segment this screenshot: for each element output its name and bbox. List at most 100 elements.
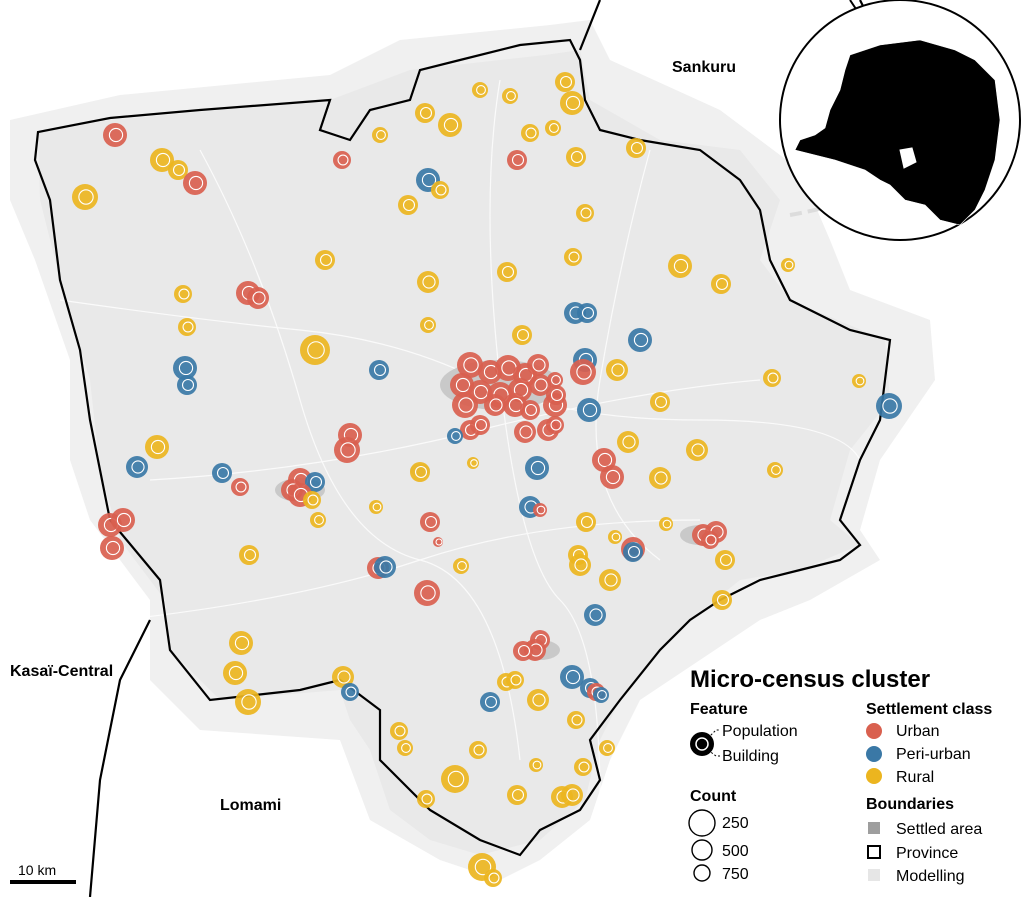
cluster-building-73 xyxy=(524,403,538,417)
cluster-population-34 xyxy=(177,375,197,395)
cluster-population-39 xyxy=(668,254,692,278)
cluster-population-125 xyxy=(341,683,359,701)
cluster-building-27 xyxy=(252,291,266,305)
cluster-population-119 xyxy=(453,558,469,574)
cluster-building-13 xyxy=(476,85,486,95)
cluster-building-87 xyxy=(530,460,546,476)
cluster-building-75 xyxy=(550,388,564,402)
cluster-population-25 xyxy=(315,250,335,270)
cluster-building-31 xyxy=(424,320,434,330)
cluster-population-29 xyxy=(178,318,196,336)
cluster-population-11 xyxy=(415,103,435,123)
cluster-building-136 xyxy=(532,693,546,707)
cluster-building-8 xyxy=(402,198,416,212)
cluster-building-106 xyxy=(627,545,641,559)
cluster-population-93 xyxy=(310,512,326,528)
cluster-population-138 xyxy=(390,722,408,740)
cluster-building-6 xyxy=(421,172,437,188)
cluster-population-33 xyxy=(173,356,197,380)
legend-feature-heading: Feature xyxy=(690,701,748,718)
cluster-building-43 xyxy=(581,306,595,320)
cluster-building-69 xyxy=(534,378,548,392)
cluster-building-11 xyxy=(419,106,433,120)
cluster-building-109 xyxy=(574,558,588,572)
cluster-population-57 xyxy=(876,393,902,419)
cluster-population-111 xyxy=(712,590,732,610)
cluster-building-12 xyxy=(376,130,386,140)
cluster-population-0 xyxy=(103,123,127,147)
cluster-population-48 xyxy=(650,392,670,412)
cluster-population-75 xyxy=(546,385,566,405)
cluster-building-116 xyxy=(243,548,257,562)
cluster-building-60 xyxy=(463,357,479,373)
cluster-population-3 xyxy=(183,171,207,195)
cluster-building-19 xyxy=(570,150,584,164)
label-lomami: Lomami xyxy=(220,797,281,814)
legend-population-symbol xyxy=(690,732,714,756)
cluster-building-82 xyxy=(550,419,562,431)
cluster-population-107 xyxy=(715,550,735,570)
cluster-building-96 xyxy=(536,505,546,515)
label-sankuru: Sankuru xyxy=(672,59,736,76)
cluster-building-147 xyxy=(566,788,580,802)
cluster-building-28 xyxy=(178,288,190,300)
cluster-population-121 xyxy=(229,631,253,655)
cluster-population-55 xyxy=(763,369,781,387)
cluster-building-86 xyxy=(470,459,478,467)
cluster-population-92 xyxy=(303,491,321,509)
cluster-building-1 xyxy=(155,152,171,168)
cluster-population-60 xyxy=(457,352,483,378)
cluster-building-137 xyxy=(571,714,583,726)
cluster-population-1 xyxy=(150,148,174,172)
cluster-population-78 xyxy=(470,415,490,435)
cluster-population-32 xyxy=(369,360,389,380)
cluster-building-56 xyxy=(855,376,865,386)
cluster-building-25 xyxy=(319,253,333,267)
cluster-population-123 xyxy=(235,689,261,715)
cluster-population-4 xyxy=(72,184,98,210)
cluster-building-84 xyxy=(340,442,356,458)
cluster-population-36 xyxy=(126,456,148,478)
cluster-population-122 xyxy=(223,661,247,685)
cluster-building-24 xyxy=(422,275,436,289)
cluster-building-112 xyxy=(589,608,603,622)
cluster-population-76 xyxy=(547,372,563,388)
cluster-population-144 xyxy=(599,740,615,756)
cluster-population-22 xyxy=(564,248,582,266)
cluster-building-120 xyxy=(420,585,436,601)
cluster-building-143 xyxy=(578,761,590,773)
cluster-population-58 xyxy=(767,462,783,478)
cluster-population-8 xyxy=(398,195,418,215)
scale-bar: 10 km xyxy=(10,862,76,884)
cluster-building-53 xyxy=(654,471,668,485)
cluster-population-38 xyxy=(231,478,249,496)
inset-map xyxy=(779,0,1021,241)
cluster-building-9 xyxy=(511,153,525,167)
cluster-population-46 xyxy=(570,359,596,385)
cluster-building-150 xyxy=(421,793,433,805)
cluster-population-87 xyxy=(525,456,549,480)
cluster-population-85 xyxy=(410,462,430,482)
cluster-population-5 xyxy=(333,151,351,169)
cluster-population-97 xyxy=(420,512,440,532)
cluster-building-59 xyxy=(516,328,530,342)
cluster-population-115 xyxy=(100,536,124,560)
cluster-population-135 xyxy=(480,692,500,712)
cluster-building-37 xyxy=(216,466,230,480)
cluster-building-99 xyxy=(580,515,594,529)
cluster-building-76 xyxy=(551,375,561,385)
cluster-population-23 xyxy=(497,262,517,282)
cluster-population-21 xyxy=(576,204,594,222)
cluster-building-34 xyxy=(181,378,195,392)
cluster-building-122 xyxy=(228,665,244,681)
cluster-population-120 xyxy=(414,580,440,606)
cluster-building-48 xyxy=(654,395,668,409)
cluster-population-7 xyxy=(431,181,449,199)
cluster-population-69 xyxy=(529,374,551,396)
legend-count-1: 250 xyxy=(722,815,749,832)
cluster-population-35 xyxy=(145,435,169,459)
cluster-population-136 xyxy=(527,689,549,711)
cluster-population-37 xyxy=(212,463,232,483)
study-area xyxy=(38,50,890,855)
legend-population: Population xyxy=(722,723,798,740)
